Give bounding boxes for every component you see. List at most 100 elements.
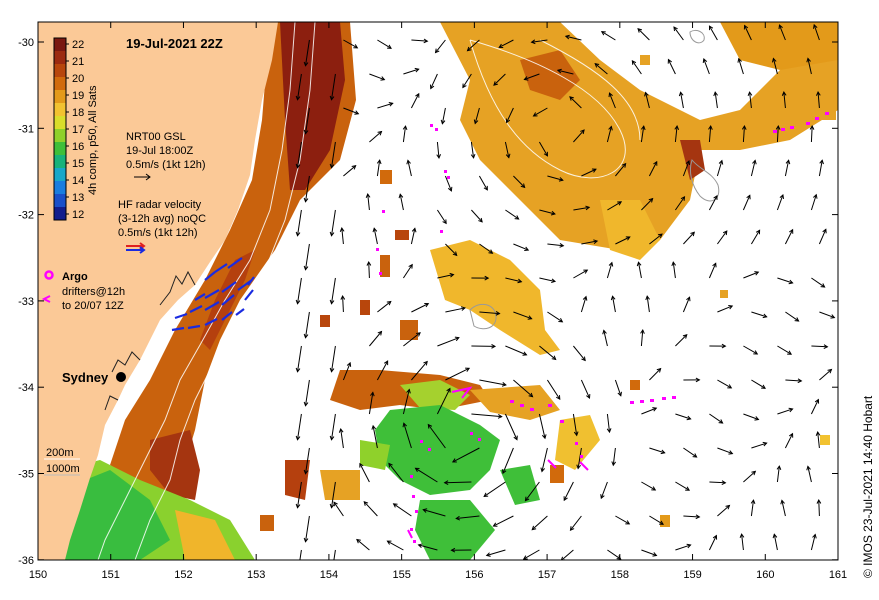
- current-arrow: [708, 125, 713, 143]
- current-arrow: [532, 107, 548, 117]
- current-arrow: [403, 332, 421, 347]
- current-arrow: [410, 227, 417, 245]
- current-arrow: [708, 534, 718, 551]
- coastline-detail: [104, 270, 196, 411]
- current-arrow: [493, 73, 506, 86]
- current-arrow: [637, 27, 650, 41]
- warm-patch-ne: [520, 50, 580, 100]
- current-arrow: [717, 504, 731, 517]
- current-arrow: [751, 441, 768, 449]
- current-arrow: [811, 344, 829, 349]
- current-arrow: [513, 243, 530, 251]
- current-arrow: [303, 107, 310, 135]
- current-arrow: [776, 465, 782, 483]
- drifter-arrow: [547, 459, 557, 469]
- current-arrow: [466, 39, 480, 52]
- current-arrow: [683, 447, 698, 458]
- current-arrow: [743, 470, 757, 483]
- current-arrow: [398, 193, 404, 211]
- colorbar-label: 4h comp, p50, All Sats: [87, 85, 99, 195]
- colorbar-tick-label: 18: [72, 107, 84, 119]
- current-arrow: [675, 334, 688, 347]
- current-arrow: [816, 498, 822, 517]
- gsl-legend-line1: NRT00 GSL: [126, 131, 186, 143]
- current-arrow: [388, 462, 404, 483]
- current-arrow: [478, 175, 488, 191]
- current-arrow: [436, 387, 451, 415]
- gsl-legend-line2: 19-Jul 18:00Z: [126, 145, 194, 157]
- current-arrow: [640, 125, 646, 143]
- current-arrow: [785, 378, 803, 384]
- current-arrow: [505, 277, 523, 284]
- y-tick-label: -31: [18, 123, 34, 135]
- current-arrow: [303, 39, 310, 67]
- current-arrow: [682, 160, 691, 177]
- current-arrow: [611, 447, 617, 467]
- current-arrow: [483, 481, 506, 498]
- current-arrow: [402, 263, 413, 279]
- current-arrow: [530, 39, 548, 45]
- current-arrow: [641, 481, 657, 491]
- current-arrow: [713, 91, 718, 109]
- current-arrow: [810, 533, 817, 551]
- current-arrow: [739, 533, 745, 551]
- y-tick-label: -32: [18, 210, 34, 222]
- shelf-patch: [175, 510, 235, 560]
- credit-text: © IMOS 23-Jul-2021 14:40 Hobart: [861, 395, 875, 578]
- current-arrow: [708, 194, 718, 211]
- drifter-legend-line2: to 20/07 12Z: [62, 300, 124, 312]
- current-arrow: [743, 271, 760, 279]
- drifter-tracks: [376, 112, 829, 543]
- current-arrow: [402, 125, 408, 143]
- current-arrow: [386, 540, 404, 551]
- current-arrow: [402, 422, 412, 449]
- current-arrow: [303, 379, 310, 407]
- current-arrow: [406, 159, 412, 177]
- current-arrow: [303, 515, 310, 543]
- current-arrow: [615, 162, 627, 177]
- current-arrow: [411, 360, 428, 381]
- argo-legend-label: Argo: [62, 271, 88, 283]
- current-arrow: [717, 305, 734, 313]
- current-arrow: [365, 193, 371, 211]
- current-arrow: [369, 130, 383, 143]
- current-arrow: [414, 467, 438, 483]
- current-arrow: [539, 209, 556, 216]
- current-arrow: [683, 377, 701, 383]
- sst-swaths: [60, 22, 838, 560]
- current-arrow: [743, 413, 760, 421]
- current-arrow: [303, 447, 310, 475]
- current-arrow: [359, 462, 370, 483]
- drifter-arrow: [451, 386, 473, 399]
- current-arrow: [606, 125, 613, 143]
- current-arrow: [649, 233, 663, 245]
- current-core: [280, 22, 345, 190]
- current-arrow: [540, 447, 548, 473]
- radar-legend-arrow-blue: [126, 246, 146, 254]
- current-arrow: [573, 345, 586, 362]
- warm-patch-35s: [285, 460, 310, 500]
- gsl-current-arrows: [295, 23, 836, 560]
- current-arrow: [649, 515, 664, 525]
- current-arrow: [709, 480, 727, 485]
- current-arrow: [471, 275, 490, 281]
- current-arrow: [809, 124, 815, 143]
- current-arrow: [709, 343, 727, 349]
- cool-shelf-core: [60, 470, 170, 560]
- y-axis: -30 -31 -32 -33 -34 -35 -36: [18, 37, 838, 567]
- current-arrow: [471, 209, 483, 223]
- current-arrow: [641, 407, 658, 415]
- current-arrow: [564, 34, 582, 41]
- colorbar-tick-label: 13: [72, 192, 84, 204]
- current-arrow: [369, 330, 383, 347]
- current-arrow: [818, 159, 824, 177]
- current-arrow: [504, 413, 518, 441]
- current-arrow: [716, 159, 724, 177]
- current-arrow: [343, 165, 357, 177]
- current-arrow: [437, 336, 460, 347]
- current-arrow: [455, 515, 480, 521]
- current-arrow: [329, 345, 336, 373]
- warm-patch-34s: [470, 385, 560, 420]
- colorbar-segment: [54, 77, 66, 91]
- current-arrow: [750, 159, 757, 177]
